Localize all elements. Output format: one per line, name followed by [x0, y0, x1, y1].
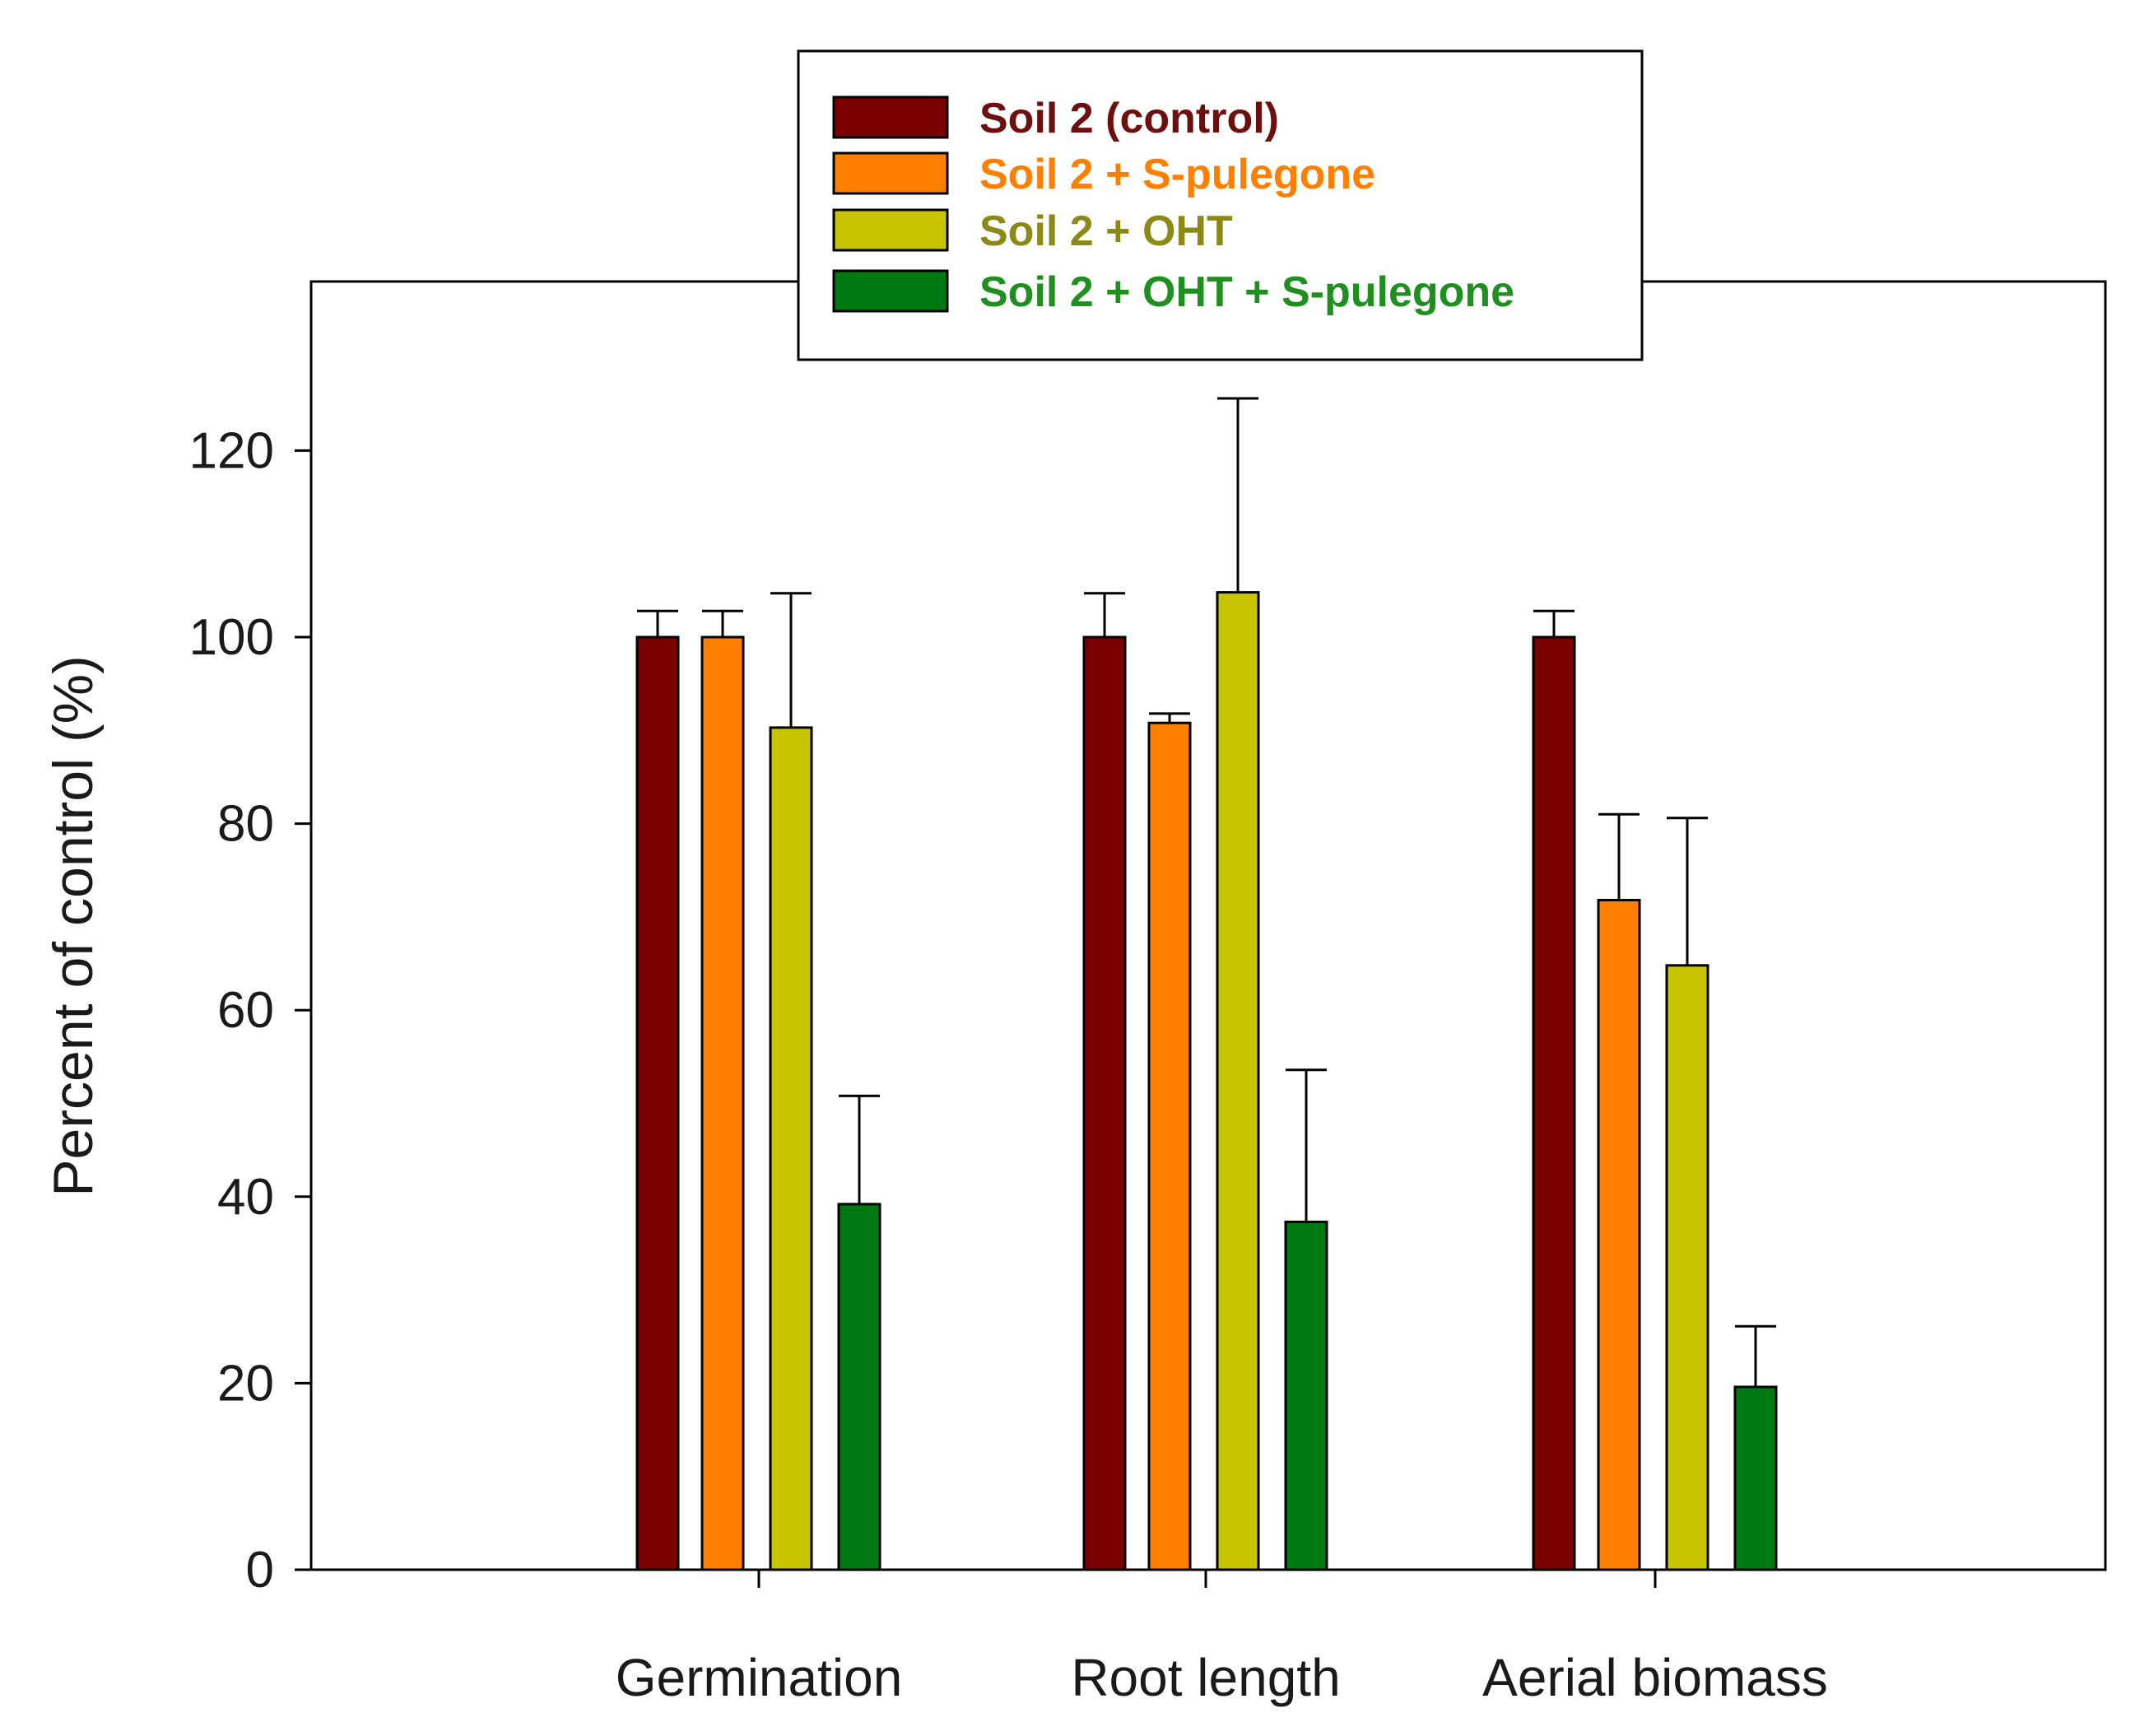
- y-tick-label: 100: [189, 609, 274, 666]
- legend-label: Soil 2 + OHT: [979, 207, 1233, 255]
- bar-soil-2-control--aerial-biomass: [1532, 635, 1576, 1571]
- bar-soil-2-oht-root-length: [1216, 591, 1260, 1571]
- y-tick-label: 120: [189, 422, 274, 479]
- category-label: Aerial biomass: [1482, 1648, 1828, 1707]
- legend-label: Soil 2 + OHT + S-pulegone: [979, 268, 1514, 316]
- legend-swatch: [832, 269, 949, 313]
- plot-frame: [309, 280, 2107, 1571]
- y-tick-label: 20: [217, 1355, 274, 1412]
- bar-soil-2-control--root-length: [1082, 635, 1127, 1571]
- legend-swatch: [832, 151, 949, 195]
- legend-label: Soil 2 + S-pulegone: [979, 151, 1375, 198]
- legend-swatch: [832, 208, 949, 252]
- y-tick-label: 60: [217, 982, 274, 1039]
- y-tick-label: 0: [246, 1542, 274, 1599]
- bar-soil-2-s-pulegone-aerial-biomass: [1597, 899, 1641, 1571]
- y-tick-label: 80: [217, 796, 274, 853]
- bar-soil-2-s-pulegone-germination: [700, 635, 745, 1571]
- y-axis-title: Percent of control (%): [42, 655, 105, 1197]
- legend-label: Soil 2 (control): [979, 95, 1279, 142]
- bar-soil-2-oht-germination: [769, 726, 813, 1571]
- bar-soil-2-s-pulegone-root-length: [1147, 721, 1192, 1571]
- bar-soil-2-control--germination: [635, 635, 680, 1571]
- y-tick-label: 40: [217, 1169, 274, 1226]
- category-label: Root length: [1071, 1648, 1340, 1707]
- legend: Soil 2 (control) Soil 2 + S-pulegone Soil …: [797, 49, 1644, 361]
- legend-swatch: [832, 95, 949, 139]
- bar-soil-2-oht-aerial-biomass: [1665, 964, 1709, 1571]
- category-label: Germination: [616, 1648, 903, 1707]
- bar-soil-2-oht-s-pulegone-aerial-biomass: [1733, 1385, 1778, 1571]
- bar-soil-2-oht-s-pulegone-root-length: [1284, 1220, 1328, 1571]
- bar-soil-2-oht-s-pulegone-germination: [837, 1203, 881, 1571]
